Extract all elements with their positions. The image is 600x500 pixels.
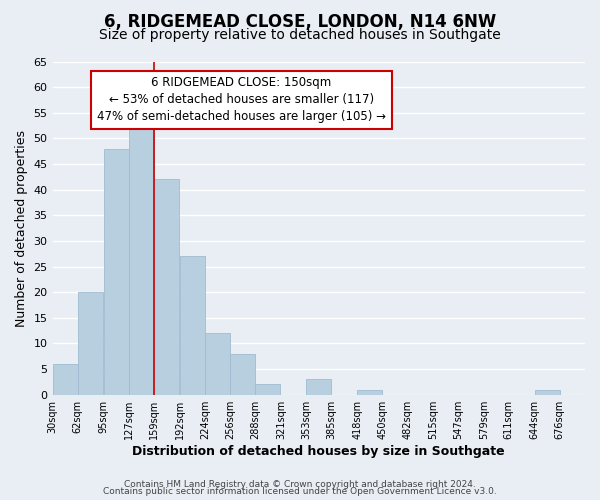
Y-axis label: Number of detached properties: Number of detached properties bbox=[15, 130, 28, 326]
Bar bbox=[104, 148, 129, 394]
Bar bbox=[306, 380, 331, 394]
Text: Contains public sector information licensed under the Open Government Licence v3: Contains public sector information licen… bbox=[103, 488, 497, 496]
Text: 6, RIDGEMEAD CLOSE, LONDON, N14 6NW: 6, RIDGEMEAD CLOSE, LONDON, N14 6NW bbox=[104, 12, 496, 30]
Bar bbox=[77, 292, 103, 394]
Bar bbox=[180, 256, 205, 394]
Text: Size of property relative to detached houses in Southgate: Size of property relative to detached ho… bbox=[99, 28, 501, 42]
Bar bbox=[535, 390, 560, 394]
Bar bbox=[205, 333, 230, 394]
Bar bbox=[129, 123, 154, 394]
Text: 6 RIDGEMEAD CLOSE: 150sqm
← 53% of detached houses are smaller (117)
47% of semi: 6 RIDGEMEAD CLOSE: 150sqm ← 53% of detac… bbox=[97, 76, 386, 124]
Text: Contains HM Land Registry data © Crown copyright and database right 2024.: Contains HM Land Registry data © Crown c… bbox=[124, 480, 476, 489]
Bar bbox=[154, 180, 179, 394]
Bar bbox=[53, 364, 77, 394]
X-axis label: Distribution of detached houses by size in Southgate: Distribution of detached houses by size … bbox=[133, 444, 505, 458]
Bar bbox=[255, 384, 280, 394]
Bar bbox=[230, 354, 255, 395]
Bar bbox=[357, 390, 382, 394]
